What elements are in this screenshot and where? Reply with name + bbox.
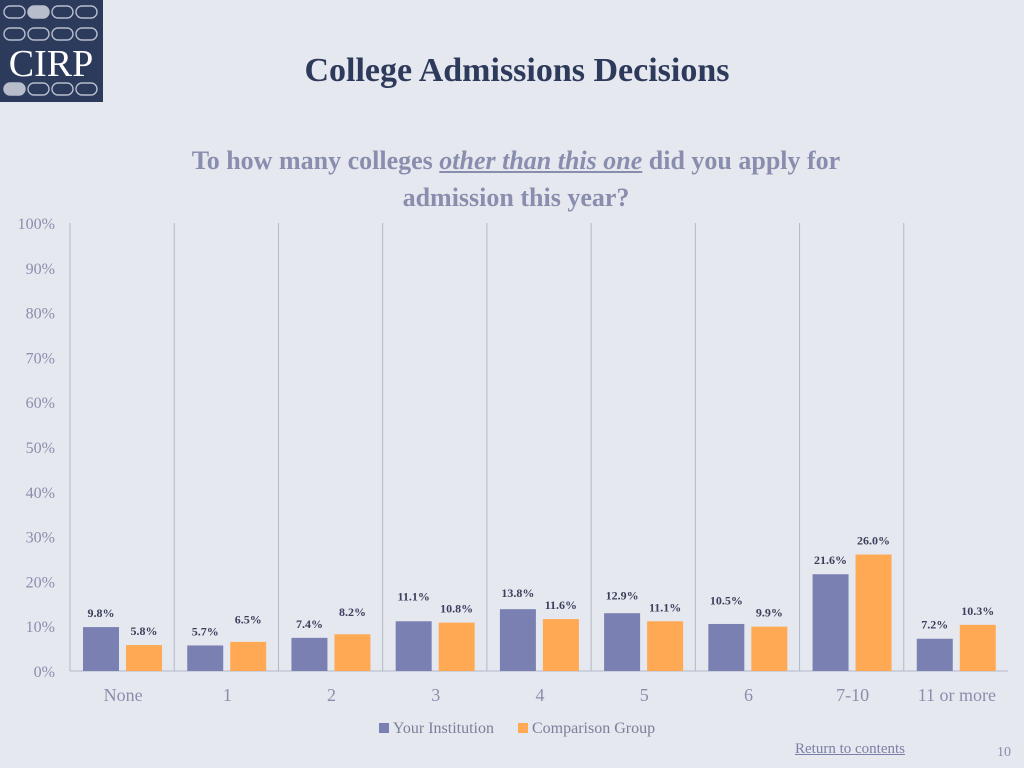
bar-your-institution — [916, 638, 953, 671]
bar-your-institution — [395, 621, 432, 671]
question-part2: did you apply for admission this year? — [402, 146, 841, 212]
y-tick-label: 30% — [26, 530, 55, 547]
logo-pill — [27, 82, 50, 96]
logo-pill — [75, 5, 98, 19]
bar-your-institution — [604, 613, 641, 671]
logo-pill — [3, 5, 26, 19]
bar-comparison-group — [230, 641, 267, 671]
data-label-comparison-group: 10.3% — [961, 604, 994, 618]
x-category-label: 3 — [431, 685, 440, 705]
data-label-comparison-group: 9.9% — [756, 606, 783, 620]
data-label-your-institution: 10.5% — [710, 594, 743, 608]
data-label-comparison-group: 6.5% — [235, 612, 262, 626]
logo-text: CIRP — [9, 43, 93, 85]
x-category-label: 6 — [744, 685, 753, 705]
data-label-your-institution: 5.7% — [192, 624, 219, 638]
legend-swatch-comparison-group — [517, 723, 528, 733]
x-category-label: 1 — [223, 685, 232, 705]
y-tick-label: 80% — [26, 306, 55, 323]
y-tick-label: 70% — [26, 350, 55, 367]
x-category-label: None — [104, 685, 143, 705]
x-category-label: 7-10 — [836, 685, 869, 705]
cirp-logo: CIRP — [0, 0, 103, 102]
y-tick-label: 40% — [26, 485, 55, 502]
data-label-your-institution: 7.2% — [921, 618, 948, 632]
logo-pill — [27, 27, 50, 41]
bar-comparison-group — [334, 634, 371, 671]
bar-comparison-group — [751, 626, 788, 671]
y-tick-label: 50% — [26, 440, 55, 457]
legend-swatch-your-institution — [378, 723, 389, 733]
logo-pill — [51, 82, 74, 96]
x-category-label: 11 or more — [918, 685, 996, 705]
data-label-comparison-group: 11.1% — [649, 600, 681, 614]
logo-pill — [3, 27, 26, 41]
bar-comparison-group — [959, 624, 996, 671]
bar-comparison-group — [438, 622, 475, 671]
data-label-comparison-group: 5.8% — [131, 624, 158, 638]
data-label-your-institution: 12.9% — [606, 588, 639, 602]
chart-legend: Your Institution Comparison Group — [0, 720, 1024, 738]
logo-pill — [75, 27, 98, 41]
y-tick-label: 0% — [34, 664, 55, 681]
bar-your-institution — [291, 637, 328, 671]
data-label-your-institution: 9.8% — [88, 606, 115, 620]
y-tick-label: 20% — [26, 574, 55, 591]
return-to-contents-link[interactable]: Return to contents — [795, 741, 905, 757]
bar-your-institution — [187, 645, 224, 671]
data-label-comparison-group: 11.6% — [545, 598, 577, 612]
data-label-comparison-group: 26.0% — [857, 534, 890, 548]
logo-pill — [51, 27, 74, 41]
y-tick-label: 90% — [26, 261, 55, 278]
bar-chart: 0% 10% 20% 30% 40% 50% 60% 70% 80% 90% 100% None 9.8… — [18, 216, 1008, 705]
data-label-your-institution: 13.8% — [501, 586, 534, 600]
bar-comparison-group — [855, 554, 892, 671]
data-label-comparison-group: 10.8% — [440, 602, 473, 616]
x-category-label: 2 — [327, 685, 336, 705]
y-tick-label: 100% — [18, 216, 55, 233]
logo-pill — [27, 5, 50, 19]
data-label-your-institution: 7.4% — [296, 617, 323, 631]
bar-your-institution — [83, 627, 119, 671]
logo-pill — [75, 82, 98, 96]
question-emphasis: other than this one — [439, 146, 643, 175]
page-title: College Admissions Decisions — [304, 52, 730, 89]
logo-pill — [3, 82, 26, 96]
question-part1: To how many colleges — [191, 146, 440, 175]
bar-comparison-group — [542, 619, 579, 671]
page-number: 10 — [997, 745, 1011, 760]
legend-item-comparison-group: Comparison Group — [517, 720, 656, 738]
bar-your-institution — [499, 609, 536, 671]
chart-question: To how many colleges other than this one… — [160, 142, 872, 216]
data-label-your-institution: 11.1% — [397, 590, 429, 604]
x-category-label: 4 — [536, 685, 545, 705]
legend-label-comparison-group: Comparison Group — [531, 720, 656, 737]
bar-comparison-group — [647, 621, 684, 671]
x-category-label: 5 — [640, 685, 649, 705]
legend-item-your-institution: Your Institution — [378, 720, 494, 738]
bar-your-institution — [812, 574, 849, 671]
logo-pill — [51, 5, 74, 19]
data-label-your-institution: 21.6% — [814, 553, 847, 567]
data-label-comparison-group: 8.2% — [339, 605, 366, 619]
bar-comparison-group — [126, 645, 162, 671]
legend-label-your-institution: Your Institution — [392, 720, 494, 737]
y-tick-label: 60% — [26, 395, 55, 412]
bar-your-institution — [708, 623, 745, 671]
y-tick-label: 10% — [26, 619, 55, 636]
